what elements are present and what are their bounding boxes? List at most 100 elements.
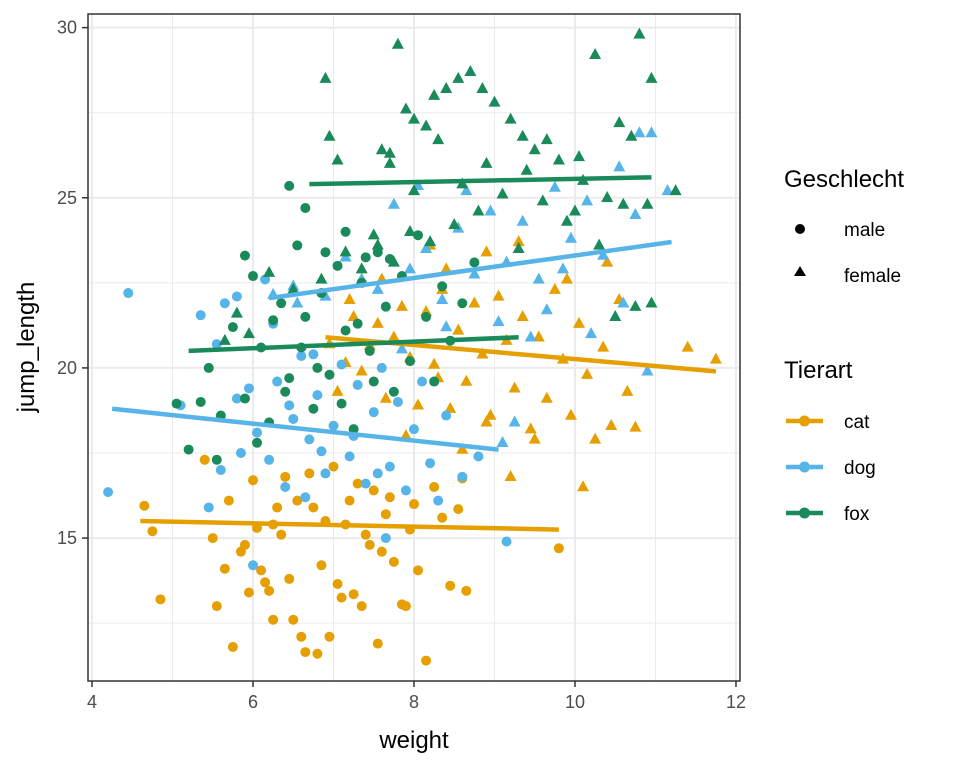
fox-male-point <box>211 454 222 465</box>
cat-female-point <box>480 415 493 427</box>
dog-male-point <box>457 471 468 482</box>
fox-male-point <box>308 403 319 414</box>
dog-female-point <box>484 204 497 216</box>
fox-female-point <box>512 241 525 253</box>
cat-male-point <box>312 648 323 659</box>
y-tick-label: 25 <box>57 188 77 208</box>
cat-male-point <box>364 539 375 550</box>
legend-title-geschlecht: Geschlecht <box>784 166 904 193</box>
dog-male-point <box>123 288 134 299</box>
dog-male-point <box>288 413 299 424</box>
cat-male-point <box>409 499 419 510</box>
fox-male-point <box>284 180 295 191</box>
y-tick-label: 20 <box>57 358 77 378</box>
cat-male-point <box>316 560 327 571</box>
fox-male-point <box>364 345 375 356</box>
dog-female-point <box>496 435 509 447</box>
dog-female-point <box>516 214 529 226</box>
fox-female-point <box>391 37 404 49</box>
cat-female-point <box>452 323 465 335</box>
fox-female-point <box>601 190 614 202</box>
cat-female-point <box>343 293 356 305</box>
cat-male-point <box>348 589 359 600</box>
data-points <box>103 27 722 666</box>
fox-male-point <box>252 437 263 448</box>
dog-male-point <box>103 487 114 498</box>
x-tick-label: 4 <box>87 692 97 712</box>
dog-male-point <box>235 447 246 458</box>
fox-male-point <box>340 325 351 336</box>
dog-male-point <box>417 376 428 387</box>
dog-female-point <box>395 342 408 354</box>
cat-male-point <box>380 509 391 520</box>
dog-female-point <box>403 262 416 274</box>
dog-male-point <box>409 424 419 435</box>
cat-male-point <box>268 614 279 625</box>
dog-male-point <box>384 461 395 472</box>
cat-female-point <box>508 381 521 393</box>
fox-male-point <box>380 301 391 312</box>
dog-female-point <box>436 293 449 305</box>
fox-male-point <box>300 311 311 322</box>
cat-female-point <box>524 422 537 434</box>
fox-female-point <box>339 245 352 257</box>
dog-male-point <box>320 468 331 479</box>
cat-male-point <box>368 485 379 496</box>
dog-female-point <box>581 194 594 206</box>
cat-female-point <box>331 384 344 396</box>
dog-male-point <box>211 339 222 350</box>
fox-female-point <box>408 112 420 124</box>
dog-male-point <box>501 536 512 547</box>
fox-male-point <box>437 281 448 292</box>
fox-male-point <box>336 398 347 409</box>
cat-male-point <box>260 577 271 588</box>
cat-female-point <box>564 408 577 420</box>
fox-female-point <box>323 129 336 141</box>
cat-female-point <box>601 255 614 267</box>
fox-female-point <box>242 327 255 339</box>
fox-female-point <box>387 255 400 267</box>
dog-male-point <box>425 458 436 469</box>
fox-male-point <box>413 230 424 241</box>
fox-male-point <box>183 444 194 455</box>
fox-female-point <box>516 129 529 141</box>
fox-male-point <box>332 260 343 271</box>
fox-female-point <box>464 65 477 77</box>
cat-female-point <box>371 316 384 328</box>
cat-female-point <box>589 432 602 444</box>
dog-female-point <box>468 267 481 279</box>
cat-male-point <box>328 461 339 472</box>
fox-female-point <box>432 133 445 145</box>
cat-male-point <box>324 631 335 642</box>
x-tick-label: 12 <box>726 692 746 712</box>
fox-male-point <box>352 318 363 329</box>
cat-male-point <box>288 614 299 625</box>
dog-female-point <box>564 231 577 243</box>
x-axis: 4 6 8 10 12 <box>87 681 746 712</box>
cat-female-point <box>532 330 545 342</box>
cat-male-point <box>296 631 307 642</box>
cat-female-point <box>468 296 481 308</box>
dog-male-point <box>280 482 291 493</box>
x-axis-title: weight <box>378 727 449 754</box>
fox-male-point <box>195 396 206 407</box>
dog-female-trend-line <box>268 239 672 301</box>
dog-male-point <box>284 400 295 411</box>
fox-male-trend-line <box>188 335 519 354</box>
dog-male-point <box>316 446 327 457</box>
legend-tierart: Tierart cat dog fox <box>784 357 876 525</box>
fox-female-point <box>480 156 493 168</box>
cat-female-point <box>629 420 642 432</box>
fox-female-point <box>629 299 642 311</box>
dog-male-point <box>231 291 242 302</box>
cat-male-point <box>352 478 363 489</box>
dog-female-point <box>613 160 626 172</box>
fox-female-point <box>609 310 622 322</box>
dog-male-trend-line <box>111 406 499 452</box>
dog-male-point <box>376 362 387 373</box>
legend-label-female: female <box>844 266 901 287</box>
cat-female-point <box>440 262 453 274</box>
dog-female-point <box>532 272 545 284</box>
cat-male-point <box>372 638 383 649</box>
dog-male-point <box>372 468 383 479</box>
